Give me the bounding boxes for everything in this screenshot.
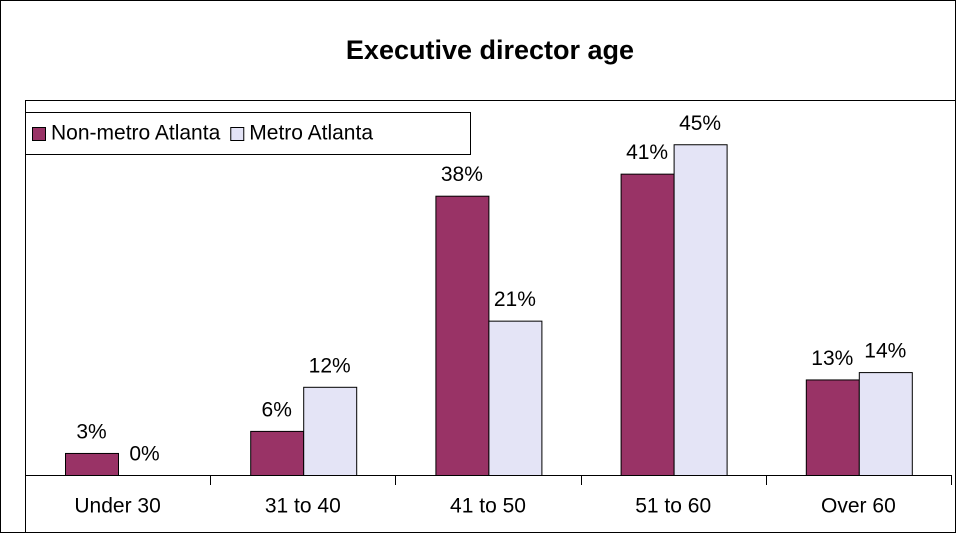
bar [805, 379, 860, 477]
x-tick-label: Under 30 [74, 495, 160, 518]
x-tick-label: 51 to 60 [635, 495, 711, 518]
value-label: 3% [76, 420, 106, 443]
bar [488, 320, 543, 476]
chart-title: Executive director age [346, 35, 634, 65]
value-label: 13% [811, 347, 853, 370]
bar [435, 195, 490, 476]
x-tick-label: 41 to 50 [450, 495, 526, 518]
x-tick-label: 31 to 40 [265, 495, 341, 518]
value-label: 41% [626, 141, 668, 164]
value-label: 14% [864, 340, 906, 363]
value-label: 0% [129, 443, 159, 466]
value-label: 38% [441, 163, 483, 186]
legend [25, 112, 471, 155]
legend-label: Non-metro Atlanta [51, 122, 221, 145]
bar [65, 452, 119, 477]
bar [620, 173, 675, 476]
legend-label: Metro Atlanta [249, 122, 373, 145]
legend-swatch [230, 127, 245, 141]
bar [250, 430, 305, 476]
value-label: 12% [309, 354, 351, 377]
legend-swatch [32, 127, 46, 141]
value-label: 6% [262, 398, 292, 421]
bar [303, 386, 358, 476]
bar [858, 372, 913, 477]
bar [673, 144, 728, 476]
value-label: 21% [494, 288, 536, 311]
x-tick-label: Over 60 [821, 495, 896, 518]
value-label: 45% [679, 112, 721, 135]
